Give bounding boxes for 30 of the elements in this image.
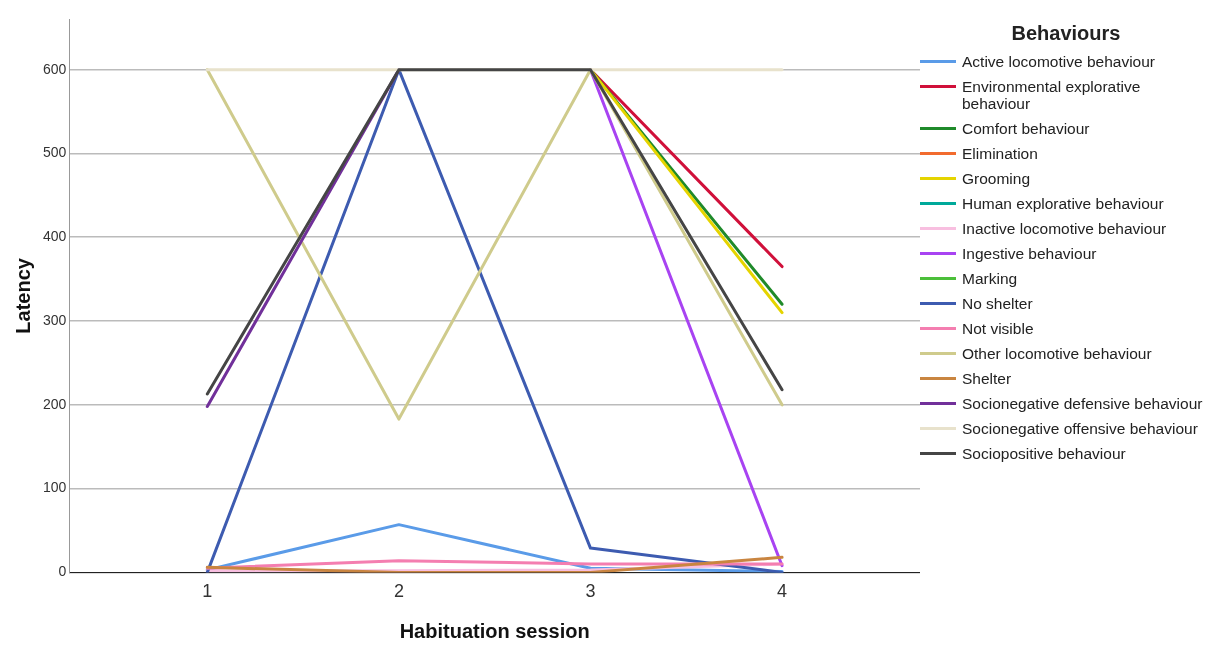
x-tick-label: 2 (393, 581, 404, 602)
legend-label: Socionegative defensive behaviour (962, 395, 1204, 412)
legend-label: No shelter (962, 295, 1034, 312)
legend-label: Environmental explorative behaviour (962, 78, 1142, 112)
legend-label: Human explorative behaviour (962, 195, 1165, 212)
y-axis-title: Latency (11, 257, 34, 334)
legend-label: Sociopositive behaviour (962, 445, 1127, 462)
y-tick-label: 200 (43, 395, 67, 412)
y-tick-label: 300 (43, 311, 67, 328)
legend-label: Ingestive behaviour (962, 245, 1098, 262)
legend-label: Socionegative offensive behaviour (962, 420, 1199, 437)
legend-label: Not visible (962, 320, 1035, 337)
x-tick-label: 3 (585, 581, 596, 602)
legend-label: Other locomotive behaviour (962, 345, 1153, 362)
legend-title: Behaviours (1010, 22, 1122, 45)
y-tick-label: 100 (43, 479, 67, 496)
x-axis-title: Habituation session (399, 619, 590, 642)
y-tick-label: 400 (43, 228, 67, 245)
legend-label: Elimination (962, 145, 1039, 162)
legend-label: Comfort behaviour (962, 120, 1091, 137)
legend-label: Marking (962, 270, 1019, 287)
legend-label: Shelter (962, 370, 1013, 387)
legend-label: Active locomotive behaviour (962, 53, 1156, 70)
y-tick-label: 0 (58, 563, 67, 580)
legend-label: Inactive locomotive behaviour (962, 220, 1168, 237)
x-tick-label: 1 (202, 581, 213, 602)
y-tick-label: 600 (43, 60, 67, 77)
y-tick-label: 500 (43, 144, 67, 161)
legend-label: Grooming (962, 170, 1032, 187)
x-tick-label: 4 (777, 581, 788, 602)
